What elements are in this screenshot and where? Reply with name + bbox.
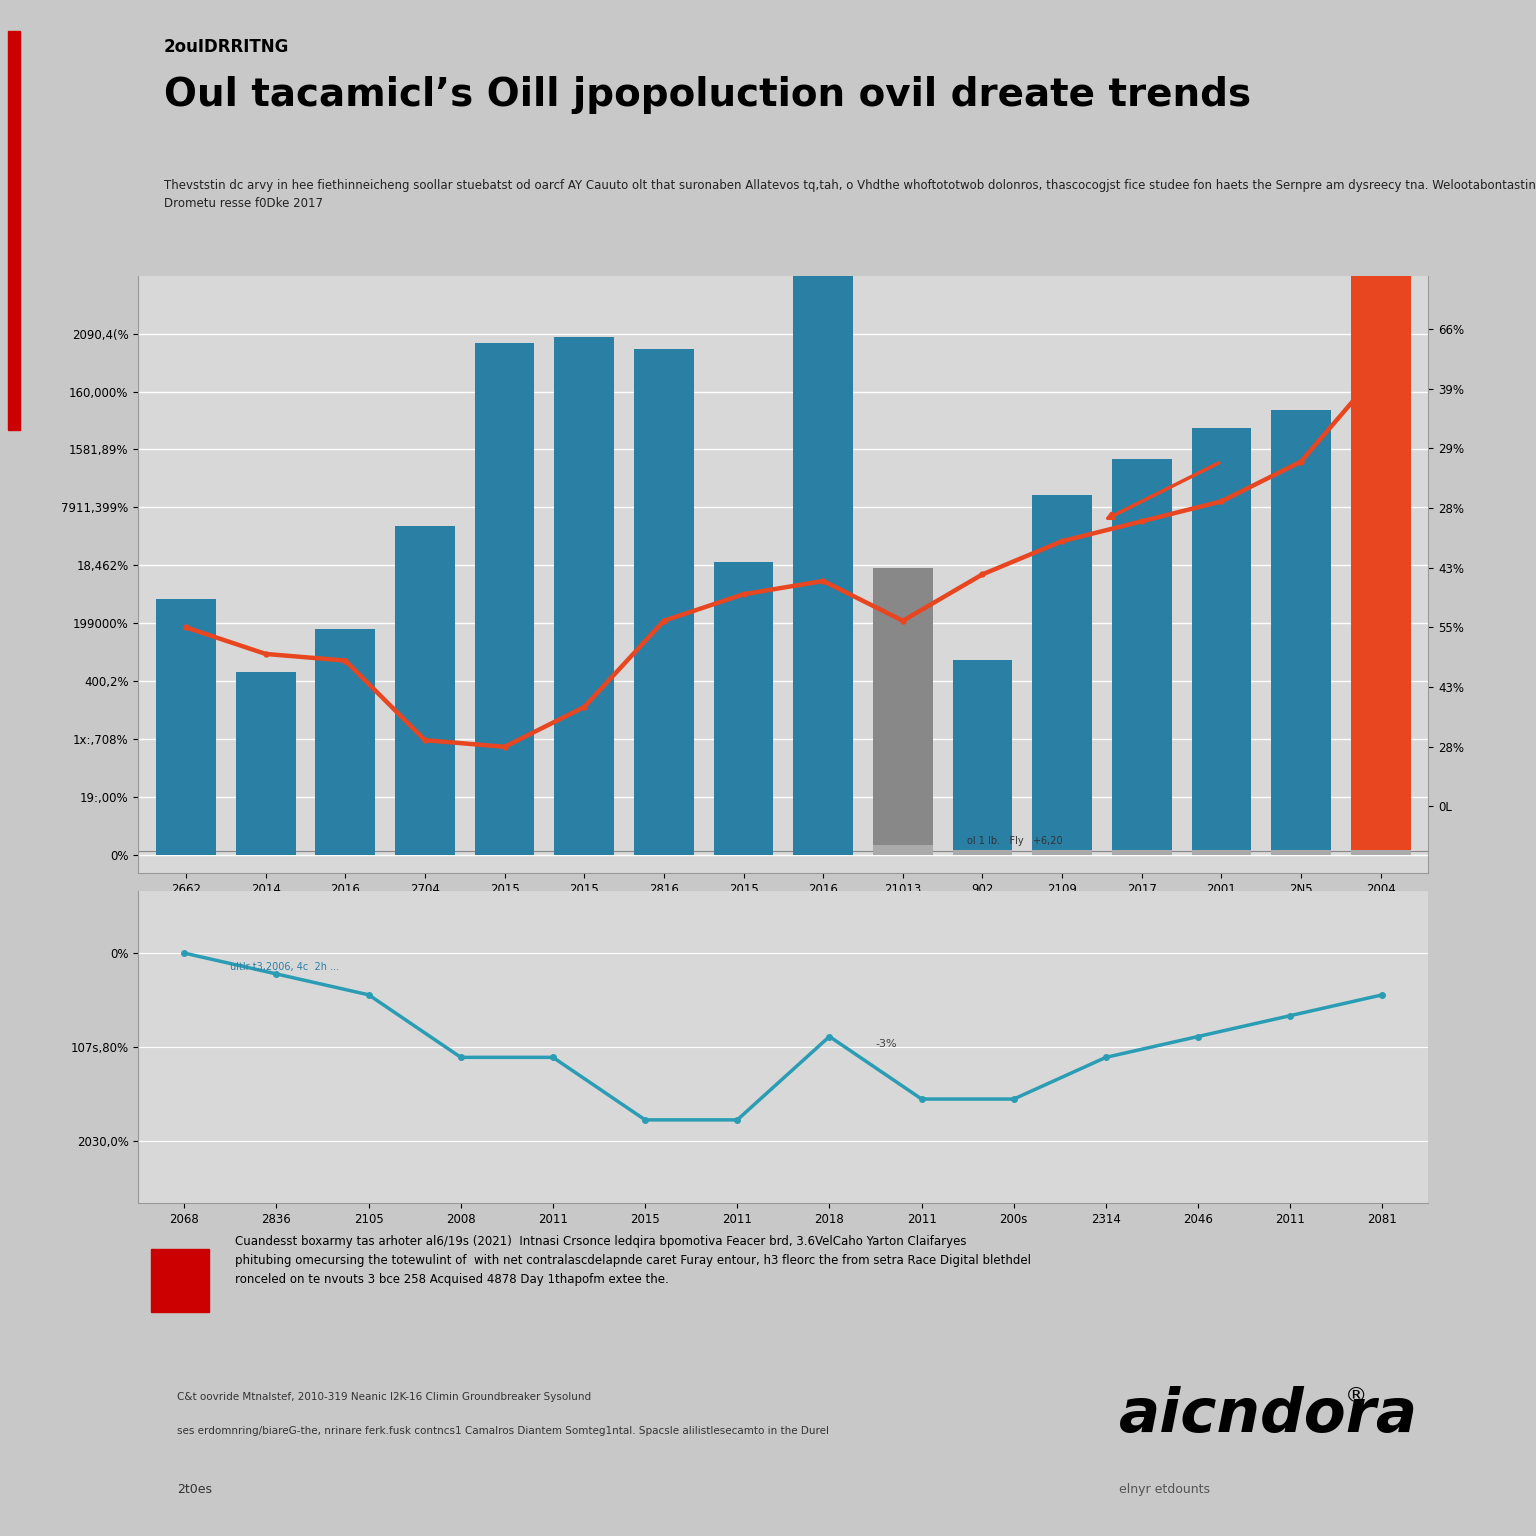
Bar <box>872 845 932 854</box>
Text: 2t0es: 2t0es <box>177 1482 212 1496</box>
Bar <box>1032 495 1092 854</box>
Bar <box>237 671 295 854</box>
Text: C&t oovride Mtnalstef, 2010-319 Neanic I2K-16 Climin Groundbreaker Sysolund: C&t oovride Mtnalstef, 2010-319 Neanic I… <box>177 1392 591 1401</box>
Bar <box>151 1249 209 1312</box>
Text: ®: ® <box>1344 1385 1367 1405</box>
Bar <box>714 562 774 854</box>
Bar <box>793 0 852 854</box>
Bar <box>1272 849 1330 854</box>
Text: elnyr etdounts: elnyr etdounts <box>1118 1482 1210 1496</box>
Bar <box>1112 849 1172 854</box>
Bar <box>395 525 455 854</box>
Bar <box>1350 276 1410 854</box>
Text: -3%: -3% <box>876 1038 897 1049</box>
Text: Oul tacamicl’s Oill jpopoluction ovil dreate trends: Oul tacamicl’s Oill jpopoluction ovil dr… <box>164 77 1252 114</box>
Text: aicndora: aicndora <box>1118 1385 1418 1445</box>
Bar <box>634 349 694 854</box>
Bar <box>315 630 375 854</box>
Bar <box>1112 459 1172 854</box>
Bar <box>952 849 1012 854</box>
Bar <box>1032 849 1092 854</box>
Bar <box>157 599 217 854</box>
Text: Cuandesst boxarmy tas arhoter al6/19s (2021)  Intnasi Crsonce ledqira bpomotiva : Cuandesst boxarmy tas arhoter al6/19s (2… <box>235 1235 1031 1286</box>
Text: ses erdomnring/biareG-the, nrinare ferk.fusk contncs1 Camalros Diantem Somteg1nt: ses erdomnring/biareG-the, nrinare ferk.… <box>177 1425 829 1436</box>
Bar <box>872 568 932 854</box>
Bar <box>1272 410 1330 854</box>
Bar <box>1192 429 1252 854</box>
Bar <box>952 659 1012 854</box>
Text: 2ouIDRRITNG: 2ouIDRRITNG <box>164 37 289 55</box>
Text: ultlr t3,2006, 4c  2h ...: ultlr t3,2006, 4c 2h ... <box>230 962 339 972</box>
Text: Thevststin dc arvy in hee fiethinneicheng soollar stuebatst od oarcf AY Cauuto o: Thevststin dc arvy in hee fiethinneichen… <box>164 178 1536 209</box>
Bar <box>1192 849 1252 854</box>
Bar <box>475 343 535 854</box>
Bar <box>1350 849 1410 854</box>
Text: ol 1 Ib.   Fly   +6,20: ol 1 Ib. Fly +6,20 <box>966 836 1063 846</box>
Bar <box>554 336 614 854</box>
